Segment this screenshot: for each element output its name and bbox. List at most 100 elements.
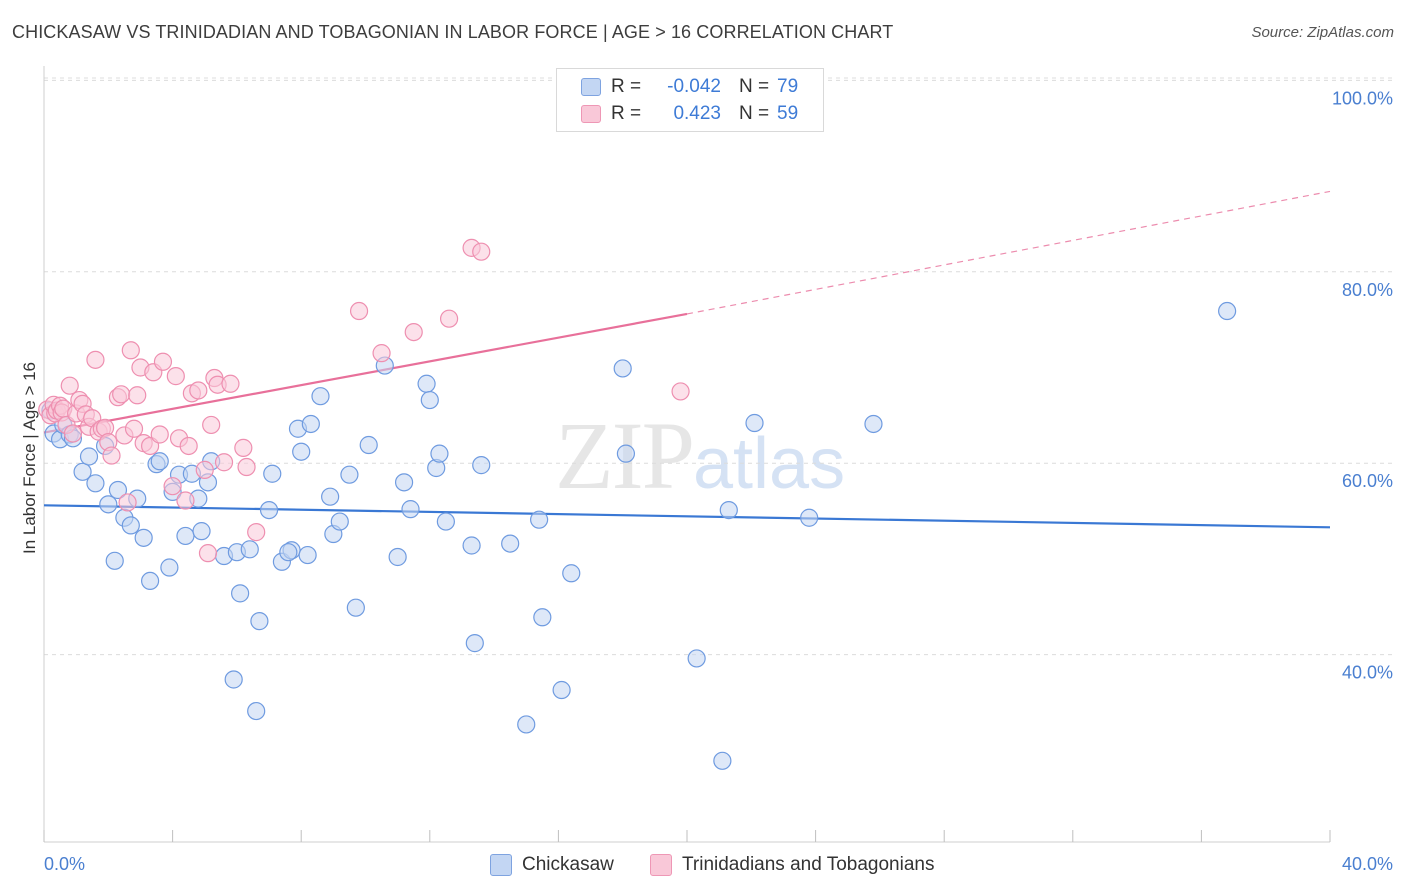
point-chickasaw [465, 634, 484, 653]
point-chickasaw [713, 751, 732, 770]
legend-swatch-pink [650, 854, 672, 876]
point-trinidadian [198, 544, 218, 563]
point-chickasaw [430, 444, 449, 463]
point-chickasaw [530, 510, 549, 529]
point-chickasaw [616, 444, 636, 463]
point-trinidadian [202, 415, 221, 435]
point-chickasaw [160, 558, 179, 577]
correlation-legend: R = -0.042 N = 79 R = 0.423 N = 59 [556, 68, 824, 132]
point-chickasaw [259, 500, 279, 520]
watermark-atlas: atlas [693, 424, 846, 504]
y-axis-label: In Labor Force | Age > 16 [20, 362, 39, 554]
point-trinidadian [176, 491, 195, 510]
point-chickasaw [417, 374, 436, 393]
legend-r-label: R = [611, 76, 642, 97]
point-chickasaw [134, 528, 153, 547]
point-trinidadian [121, 341, 140, 360]
point-trinidadian [234, 438, 253, 457]
legend-r-value: 0.423 [673, 103, 721, 124]
legend-swatch-blue [490, 854, 512, 876]
legend-n-label: N = [739, 103, 770, 124]
point-trinidadian [671, 382, 690, 401]
trend-lines [43, 190, 1331, 529]
point-chickasaw [687, 649, 706, 668]
point-trinidadian [166, 367, 185, 386]
point-chickasaw [247, 701, 266, 721]
point-trinidadian [124, 419, 144, 438]
legend-row-chickasaw: R = -0.042 N = 79 [581, 74, 798, 100]
point-chickasaw [436, 512, 455, 531]
point-chickasaw [231, 584, 250, 603]
point-trinidadian [60, 376, 79, 395]
data-points [38, 238, 1237, 770]
point-chickasaw [359, 435, 378, 455]
point-trinidadian [128, 386, 147, 405]
y-tick-label: 60.0% [1342, 471, 1393, 491]
watermark: ZIPatlas [555, 400, 845, 511]
point-chickasaw [613, 359, 632, 378]
point-trinidadian [439, 309, 459, 328]
y-tick-label: 40.0% [1342, 663, 1393, 683]
point-chickasaw [298, 545, 317, 565]
point-chickasaw [472, 456, 491, 475]
legend-swatch-blue [581, 78, 601, 96]
point-chickasaw [279, 543, 298, 562]
point-chickasaw [105, 551, 124, 570]
point-trinidadian [221, 374, 240, 393]
legend-n-value: 79 [777, 76, 799, 97]
point-chickasaw [330, 512, 349, 531]
point-chickasaw [73, 462, 92, 481]
point-trinidadian [150, 425, 169, 444]
point-trinidadian [163, 477, 182, 496]
point-trinidadian [118, 493, 137, 512]
point-chickasaw [401, 500, 420, 519]
point-trinidadian [86, 350, 105, 369]
point-chickasaw [388, 547, 407, 567]
point-chickasaw [394, 473, 414, 492]
point-chickasaw [176, 526, 195, 546]
point-trinidadian [472, 242, 491, 261]
point-chickasaw [864, 414, 883, 434]
point-chickasaw [263, 464, 282, 483]
point-trinidadian [63, 424, 83, 443]
y-tick-label: 80.0% [1342, 280, 1393, 300]
point-chickasaw [224, 670, 243, 689]
point-chickasaw [240, 540, 259, 559]
point-chickasaw [719, 500, 738, 520]
point-chickasaw [501, 534, 520, 553]
point-chickasaw [99, 495, 118, 514]
tick-labels: 40.0% 60.0% 80.0% 100.0% 0.0% 40.0% [44, 88, 1393, 874]
point-trinidadian [195, 460, 214, 479]
point-trinidadian [237, 457, 256, 477]
point-chickasaw [346, 598, 365, 617]
point-chickasaw [462, 536, 481, 555]
legend-n-label: N = [739, 76, 770, 97]
point-chickasaw [321, 487, 340, 506]
chart-title: CHICKASAW VS TRINIDADIAN AND TOBAGONIAN … [12, 22, 894, 42]
point-chickasaw [533, 608, 552, 627]
point-chickasaw [311, 387, 330, 406]
point-trinidadian [404, 322, 423, 342]
legend-swatch-pink [581, 105, 601, 123]
point-chickasaw [420, 390, 439, 410]
legend-n-value: 59 [777, 103, 799, 124]
point-trinidadian [153, 352, 173, 371]
point-trinidadian [214, 453, 234, 472]
series-legend-chickasaw: Chickasaw [490, 852, 614, 878]
point-chickasaw [340, 465, 359, 484]
y-tick-label: 100.0% [1332, 88, 1393, 108]
point-trinidadian [247, 523, 266, 542]
trend-line-chickasaw [43, 504, 1331, 529]
point-chickasaw [121, 516, 140, 535]
legend-label-trinidadian: Trinidadians and Tobagonians [682, 854, 935, 875]
point-trinidadian [112, 385, 131, 404]
point-chickasaw [301, 414, 320, 434]
point-chickasaw [800, 508, 819, 527]
point-chickasaw [86, 474, 105, 493]
point-chickasaw [140, 571, 160, 591]
point-chickasaw [517, 715, 536, 734]
legend-label-chickasaw: Chickasaw [522, 854, 614, 875]
point-trinidadian [102, 446, 121, 465]
gridlines [44, 77, 1392, 656]
